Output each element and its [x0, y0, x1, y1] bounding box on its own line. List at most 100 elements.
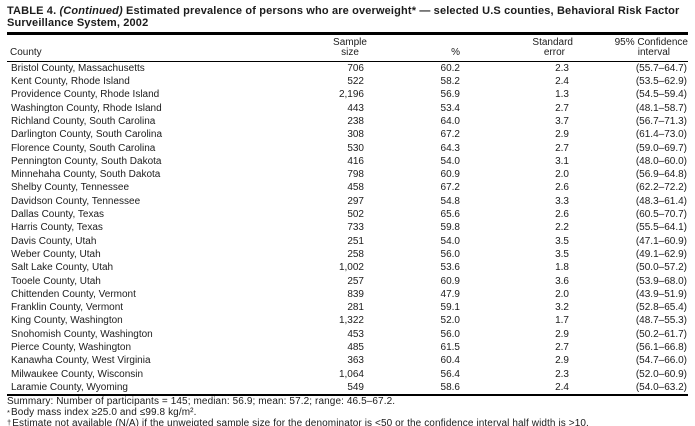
title-rule	[7, 31, 688, 35]
cell-sample-size: 839	[347, 288, 364, 300]
cell-std-err: 3.6	[555, 275, 569, 287]
footnote-bmi-marker: *	[7, 407, 11, 417]
table-row: Milwaukee County, Wisconsin 1,064 56.4 2.3 (…	[7, 368, 688, 381]
cell-pct: 47.9	[440, 288, 460, 300]
header-sample-size: Sample size	[333, 34, 377, 62]
cell-std-err: 2.3	[555, 62, 569, 74]
header-percent-line2: %	[451, 47, 460, 59]
cell-ci: (61.4–73.0)	[635, 129, 687, 141]
cell-county: Laramie County, Wyoming	[11, 381, 128, 393]
table-row: Salt Lake County, Utah 1,002 53.6 1.8 (50.0–…	[7, 261, 688, 274]
cell-std-err: 3.2	[555, 302, 569, 314]
header-standard-error-line1: Standard	[532, 36, 573, 48]
header-sample-size-line2: size	[341, 47, 359, 59]
cell-std-err: 2.0	[555, 288, 569, 300]
header-standard-error-line2: error	[543, 47, 565, 59]
table-row: Pennington County, South Dakota 416 54.0 3.…	[7, 155, 688, 168]
table-row: Laramie County, Wyoming 549 58.6 2.4 (54.0–6…	[7, 381, 688, 394]
cell-county: Weber County, Utah	[11, 248, 101, 260]
table-row: Providence County, Rhode Island 2,196 56.9…	[7, 88, 688, 101]
cell-county: Washington County, Rhode Island	[11, 102, 162, 114]
cell-ci: (50.2–61.7)	[635, 328, 687, 340]
cell-county: Franklin County, Vermont	[11, 302, 124, 314]
cell-pct: 61.5	[440, 342, 460, 354]
cell-ci: (48.0–60.0)	[635, 155, 687, 167]
cell-ci: (52.0–60.9)	[635, 368, 687, 380]
table-title-continued: (Continued)	[59, 5, 123, 17]
cell-pct: 64.3	[440, 142, 460, 154]
header-confidence-interval-line2: interval	[637, 47, 670, 59]
cell-county: Tooele County, Utah	[11, 275, 101, 287]
cell-ci: (60.5–70.7)	[635, 209, 687, 221]
cell-county: Salt Lake County, Utah	[11, 262, 114, 274]
cell-std-err: 3.7	[555, 115, 569, 127]
cell-county: Davidson County, Tennessee	[11, 195, 141, 207]
cell-ci: (54.7–66.0)	[635, 355, 687, 367]
cell-std-err: 2.9	[555, 328, 569, 340]
cell-ci: (50.0–57.2)	[635, 262, 687, 274]
table-title-prefix: TABLE 4.	[7, 5, 60, 17]
table-row: Kanawha County, West Virginia 363 60.4 2.9 (…	[7, 354, 688, 367]
cell-std-err: 2.6	[555, 209, 569, 221]
cell-sample-size: 530	[347, 142, 364, 154]
cell-pct: 56.4	[440, 368, 460, 380]
cell-sample-size: 502	[347, 209, 364, 221]
table-title-rest: Estimated prevalence of persons who are …	[7, 5, 680, 30]
table-row: Franklin County, Vermont 281 59.1 3.2 (52.8–…	[7, 301, 688, 314]
cell-pct: 56.9	[440, 89, 460, 101]
cell-ci: (56.1–66.8)	[635, 342, 687, 354]
cell-sample-size: 458	[347, 182, 364, 194]
cell-sample-size: 453	[347, 328, 364, 340]
cell-sample-size: 1,002	[338, 262, 364, 274]
table-row: Chittenden County, Vermont 839 47.9 2.0 (43.…	[7, 288, 688, 301]
cell-pct: 60.9	[440, 275, 460, 287]
footnote-bmi: *Body mass index ≥25.0 and ≤99.8 kg/m².	[7, 407, 688, 419]
cell-sample-size: 522	[347, 76, 364, 88]
cell-pct: 54.0	[440, 235, 460, 247]
cell-county: Florence County, South Carolina	[11, 142, 156, 154]
cell-sample-size: 443	[347, 102, 364, 114]
table-row: Snohomish County, Washington 453 56.0 2.9 (5…	[7, 328, 688, 341]
cell-std-err: 2.9	[555, 129, 569, 141]
header-sample-size-line1: Sample	[333, 36, 367, 48]
cell-pct: 59.8	[440, 222, 460, 234]
table-row: Bristol County, Massachusetts 706 60.2 2.3 (…	[7, 61, 688, 75]
cell-county: Kanawha County, West Virginia	[11, 355, 151, 367]
cell-sample-size: 297	[347, 195, 364, 207]
cell-sample-size: 281	[347, 302, 364, 314]
cell-std-err: 3.5	[555, 235, 569, 247]
cell-std-err: 2.4	[555, 76, 569, 88]
cell-ci: (53.9–68.0)	[635, 275, 687, 287]
table-row: Davis County, Utah 251 54.0 3.5 (47.1–60.9)	[7, 235, 688, 248]
cell-pct: 54.0	[440, 155, 460, 167]
cell-pct: 52.0	[440, 315, 460, 327]
cell-ci: (54.5–59.4)	[635, 89, 687, 101]
cell-std-err: 1.8	[555, 262, 569, 274]
cell-ci: (55.5–64.1)	[635, 222, 687, 234]
cell-county: Chittenden County, Vermont	[11, 288, 136, 300]
cell-sample-size: 258	[347, 248, 364, 260]
cell-pct: 60.9	[440, 169, 460, 181]
cell-pct: 54.8	[440, 195, 460, 207]
cell-pct: 67.2	[440, 182, 460, 194]
header-confidence-interval-line1: 95% Confidence	[614, 36, 688, 48]
cell-sample-size: 251	[347, 235, 364, 247]
table-bottom-rule	[7, 394, 688, 397]
cell-sample-size: 1,064	[338, 368, 364, 380]
cell-county: Snohomish County, Washington	[11, 328, 153, 340]
cell-std-err: 2.4	[555, 381, 569, 393]
header-percent: %	[377, 34, 467, 62]
cell-county: Kent County, Rhode Island	[11, 76, 130, 88]
cell-ci: (54.0–63.2)	[635, 381, 687, 393]
table-row: Dallas County, Texas 502 65.6 2.6 (60.5–70.7…	[7, 208, 688, 221]
cell-sample-size: 238	[347, 115, 364, 127]
header-standard-error: Standard error	[467, 34, 573, 62]
cell-county: Milwaukee County, Wisconsin	[11, 368, 144, 380]
footnote-estimate-text: Estimate not available (N/A) if the unwe…	[12, 417, 589, 426]
cell-std-err: 2.6	[555, 182, 569, 194]
cell-sample-size: 2,196	[338, 89, 364, 101]
table-row: Kent County, Rhode Island 522 58.2 2.4 (53.5…	[7, 75, 688, 88]
header-confidence-interval: 95% Confidence interval	[573, 34, 688, 62]
footnote-estimate: †Estimate not available (N/A) if the unw…	[7, 417, 688, 426]
